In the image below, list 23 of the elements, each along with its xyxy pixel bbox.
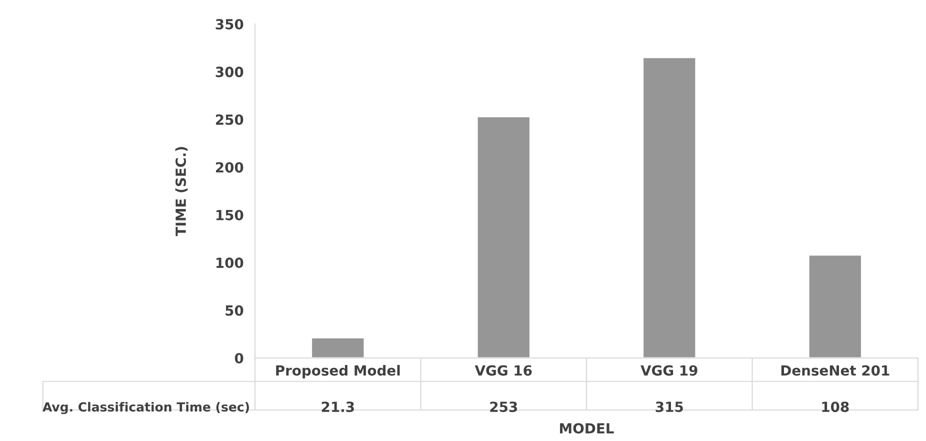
x-tick-label: VGG 16 [474, 365, 532, 376]
bar [642, 56, 697, 358]
y-axis-title: TIME (SEC.) [175, 146, 188, 236]
y-tick-label: 0 [234, 352, 244, 364]
y-tick-label: 150 [216, 210, 244, 220]
bar [310, 336, 366, 358]
y-tick-label: 300 [216, 66, 244, 78]
y-tick-label: 100 [216, 258, 244, 268]
y-tick-label: 350 [216, 18, 244, 30]
x-tick-label: VGG 19 [640, 365, 698, 376]
y-tick-label: 200 [216, 162, 244, 173]
x-axis-title: MODEL [560, 423, 614, 434]
data-label: 21.3 [322, 402, 354, 412]
data-label: 315 [656, 402, 683, 412]
x-tick-label: Proposed Model [276, 364, 400, 378]
data-label: 108 [822, 402, 849, 412]
data-label: 253 [490, 402, 518, 412]
bar [476, 116, 531, 358]
y-tick-label: 250 [216, 114, 244, 125]
text: Avg. Classification Time (sec) [42, 402, 249, 414]
x-tick-label: DenseNet 201 [781, 365, 890, 376]
bar [808, 254, 862, 358]
y-tick-label: 50 [226, 305, 244, 316]
